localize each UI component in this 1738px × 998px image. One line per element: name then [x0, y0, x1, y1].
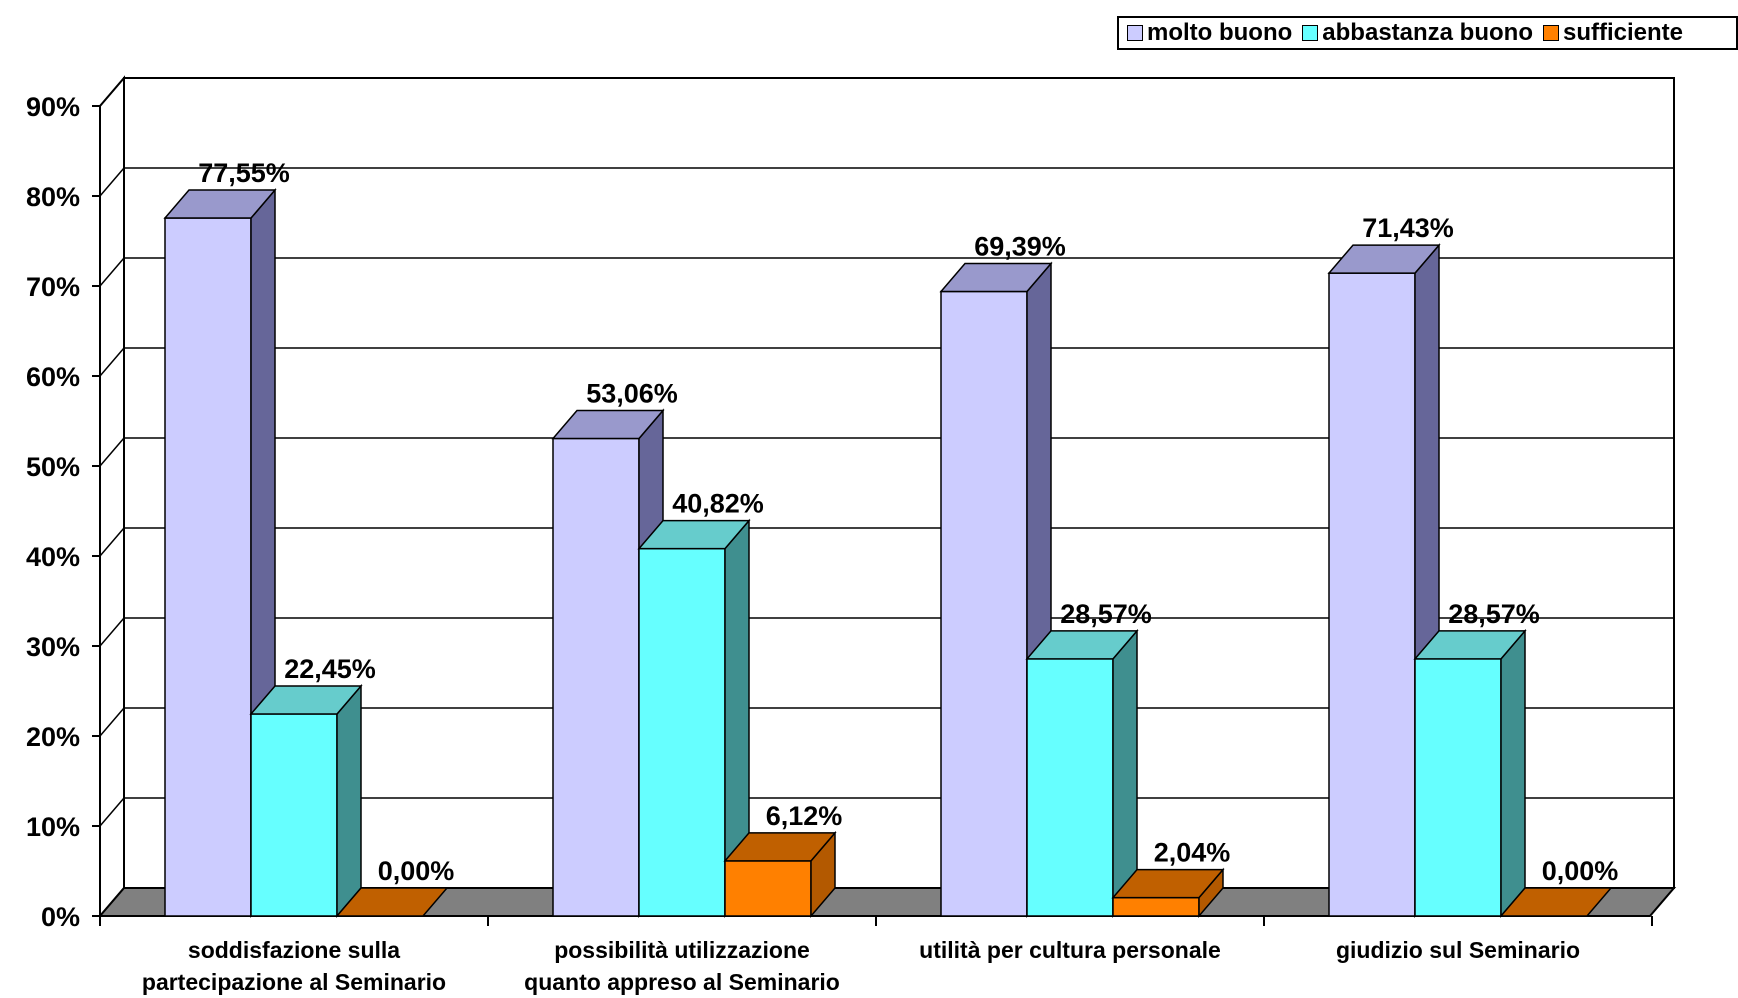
legend-swatch-abbastanza-buono: [1302, 25, 1319, 41]
bar-molto-buono: [552, 437, 640, 917]
bar-top: [723, 832, 837, 862]
x-category-label: utilità per cultura personale: [919, 937, 1221, 963]
gridline-side: [99, 707, 125, 737]
bar-side: [1500, 628, 1526, 919]
y-tick-label: 10%: [26, 812, 80, 842]
x-category-label: quanto appreso al Seminario: [524, 969, 840, 995]
legend-label-molto-buono: molto buono: [1147, 19, 1293, 46]
legend-label-abbastanza-buono: abbastanza buono: [1322, 19, 1533, 46]
gridline-side: [99, 347, 125, 377]
bar-top: [249, 685, 363, 715]
y-tick-label: 40%: [26, 542, 80, 572]
data-label: 71,43%: [1362, 213, 1454, 243]
legend: molto buono abbastanza buono sufficiente: [1117, 16, 1738, 50]
data-label: 53,06%: [586, 378, 678, 408]
bar-abbastanza-buono: [1414, 658, 1502, 917]
x-category-label: possibilità utilizzazione: [554, 937, 810, 963]
x-category-label: giudizio sul Seminario: [1336, 937, 1580, 963]
y-tick-label: 0%: [41, 902, 80, 932]
y-tick-label: 20%: [26, 722, 80, 752]
legend-swatch-molto-buono: [1127, 25, 1143, 41]
bar-molto-buono: [940, 290, 1028, 917]
gridline-side: [99, 257, 125, 287]
y-tick-label: 90%: [26, 92, 80, 122]
data-label: 22,45%: [284, 654, 376, 684]
bar-abbastanza-buono: [638, 547, 726, 917]
bar-molto-buono: [1328, 272, 1416, 917]
data-label: 28,57%: [1060, 599, 1152, 629]
data-label: 0,00%: [378, 856, 455, 886]
gridline-side: [99, 437, 125, 467]
bar-sufficiente: [724, 860, 812, 917]
bar-side: [336, 683, 362, 919]
gridline-side: [99, 167, 125, 197]
bar-top: [939, 262, 1053, 293]
data-label: 2,04%: [1154, 838, 1231, 868]
gridline-side: [99, 527, 125, 557]
legend-item-abbastanza-buono: abbastanza buono: [1302, 19, 1533, 47]
data-label: 28,57%: [1448, 599, 1540, 629]
y-tick-label: 70%: [26, 272, 80, 302]
bar-top: [1499, 887, 1613, 917]
bar-top: [163, 189, 277, 219]
y-tick-label: 30%: [26, 632, 80, 662]
legend-item-molto-buono: molto buono: [1127, 19, 1292, 47]
bar-top: [335, 887, 449, 917]
data-label: 40,82%: [672, 489, 764, 519]
bar-abbastanza-buono: [250, 713, 338, 917]
y-tick-label: 60%: [26, 362, 80, 392]
y-tick-label: 50%: [26, 452, 80, 482]
bar-molto-buono: [164, 217, 252, 917]
bar-top: [551, 409, 665, 440]
bar-top: [637, 519, 751, 550]
bar-sufficiente: [1112, 896, 1200, 917]
x-category-label: partecipazione al Seminario: [142, 969, 446, 995]
gridline-side: [99, 797, 125, 827]
bar-abbastanza-buono: [1026, 658, 1114, 917]
gridline-side: [99, 617, 125, 647]
gridline-side: [99, 77, 125, 107]
data-label: 0,00%: [1542, 856, 1619, 886]
data-label: 77,55%: [198, 158, 290, 188]
bar-top: [1413, 630, 1527, 660]
side-wall: [99, 75, 125, 919]
x-category-label: soddisfazione sulla: [188, 937, 400, 963]
bar-top: [1327, 244, 1441, 274]
data-label: 69,39%: [974, 231, 1066, 261]
legend-item-sufficiente: sufficiente: [1542, 19, 1684, 47]
legend-label-sufficiente: sufficiente: [1562, 19, 1684, 46]
bar-top: [1025, 630, 1139, 660]
bar-top: [1111, 868, 1225, 899]
legend-swatch-sufficiente: [1542, 25, 1559, 41]
data-label: 6,12%: [766, 801, 843, 831]
y-tick-label: 80%: [26, 182, 80, 212]
